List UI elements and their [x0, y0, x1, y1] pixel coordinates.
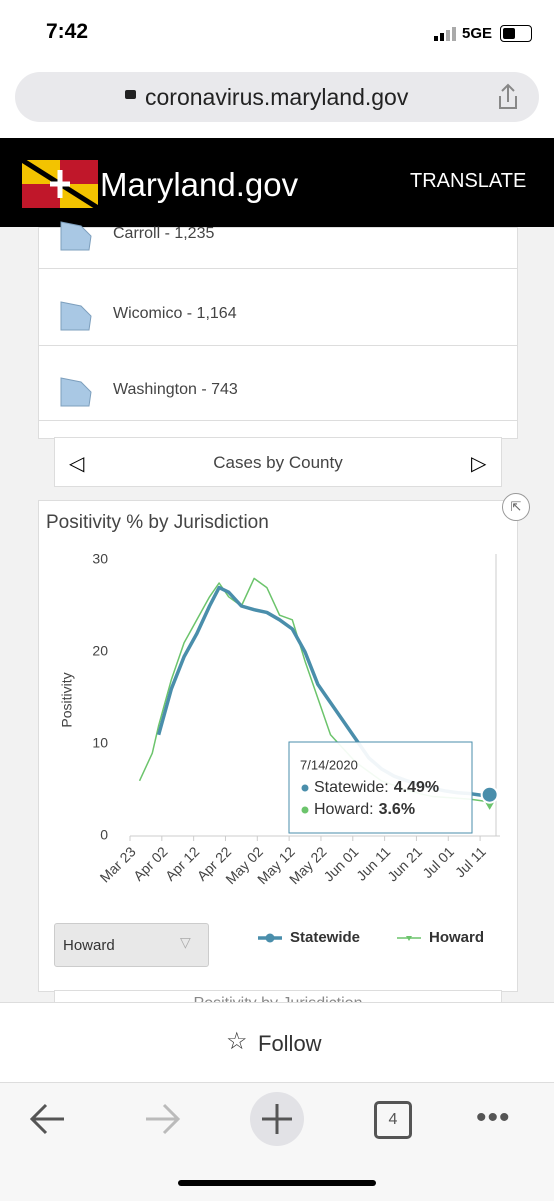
network: 5GE [462, 25, 493, 42]
battery [500, 25, 532, 42]
dropdown-value: Howard [63, 937, 115, 954]
tooltip-box [288, 741, 473, 834]
county-label: Carroll - 1,235 [113, 225, 215, 242]
expand-button[interactable]: ⇱ [502, 493, 530, 521]
follow-bar: ☆ Follow [0, 1002, 554, 1083]
toolbar: 4 ••• [0, 1082, 554, 1201]
legend-label: Statewide [290, 929, 360, 946]
logo-text[interactable]: Maryland.gov [100, 166, 299, 203]
signal [434, 26, 458, 42]
forward-button[interactable] [142, 1101, 182, 1137]
county-label: Washington - 743 [113, 381, 238, 398]
county-shape [60, 221, 92, 251]
new-tab-button[interactable] [250, 1092, 304, 1146]
x-tick-label: Jul 01 [419, 843, 457, 881]
y-tick-label: 10 [92, 735, 108, 751]
tooltip-dot [301, 784, 309, 792]
cases-nav: ◁ Cases by County ▷ [54, 437, 502, 487]
url: coronavirus.maryland.gov [145, 84, 409, 110]
x-tick-label: Jul 11 [452, 843, 489, 880]
site-header: Maryland.gov TRANSLATE [0, 138, 554, 227]
content: Carroll - 1,235 Wicomico - 1,164 Washingto… [0, 221, 554, 1012]
tooltip-value: 3.6% [379, 801, 415, 818]
time: 7:42 [46, 20, 89, 43]
share-icon[interactable] [495, 82, 521, 112]
translate[interactable]: TRANSLATE [410, 170, 527, 192]
county-row[interactable]: Wicomico - 1,164 [39, 294, 517, 334]
follow-star[interactable]: ☆ [226, 1028, 248, 1055]
legend-marker [265, 933, 275, 943]
x-tick-label: Jun 21 [384, 843, 425, 884]
legend-label: Howard [429, 929, 484, 946]
dropdown[interactable]: Howard ▽ [54, 923, 209, 967]
browser-chrome: 7:42 5GE coronavirus.maryland.gov [0, 0, 554, 136]
tooltip-row: Statewide: 4.49% [314, 779, 439, 796]
county-label: Wicomico - 1,164 [113, 305, 237, 322]
x-tick-label: Apr 02 [130, 843, 171, 884]
lock-icon [125, 90, 136, 99]
y-axis-label: Positivity [59, 672, 75, 727]
y-tick-label: 0 [100, 827, 108, 843]
home-indicator [178, 1180, 376, 1186]
x-tick-label: Apr 12 [162, 843, 203, 884]
tooltip-date: 7/14/2020 [300, 757, 358, 772]
dropdown-arrow: ▽ [180, 934, 191, 950]
tooltip-label: Howard: [314, 801, 374, 818]
legend-marker [406, 936, 412, 941]
menu-button[interactable]: ••• [476, 1101, 511, 1134]
county-list: Carroll - 1,235 Wicomico - 1,164 Washingto… [38, 221, 518, 439]
tooltip-label: Statewide: [314, 779, 389, 796]
county-row[interactable]: Carroll - 1,235 [39, 214, 517, 254]
tooltip-row: Howard: 3.6% [314, 801, 415, 818]
county-shape [60, 301, 92, 331]
x-tick-label: Mar 23 [97, 843, 139, 885]
next-arrow[interactable]: ▷ [471, 453, 487, 475]
tabs-button[interactable]: 4 [374, 1101, 412, 1139]
county-row[interactable]: Washington - 743 [39, 370, 517, 410]
address-bar[interactable]: coronavirus.maryland.gov [15, 72, 539, 122]
tooltip-value: 4.49% [394, 779, 439, 796]
back-button[interactable] [28, 1101, 68, 1137]
chart: Positivity % by Jurisdiction Positivity … [46, 512, 500, 946]
chart-title: Positivity % by Jurisdiction [46, 512, 269, 533]
nav-title: Cases by County [213, 453, 343, 472]
tooltip-dot [301, 806, 309, 814]
county-shape [60, 377, 92, 407]
x-tick-label: Jun 01 [320, 843, 361, 884]
y-tick-label: 30 [92, 551, 108, 567]
follow-label[interactable]: Follow [258, 1031, 322, 1056]
prev-arrow[interactable]: ◁ [69, 453, 85, 475]
y-tick-label: 20 [92, 643, 108, 659]
hover-marker [480, 785, 499, 804]
flag-logo [22, 160, 98, 208]
